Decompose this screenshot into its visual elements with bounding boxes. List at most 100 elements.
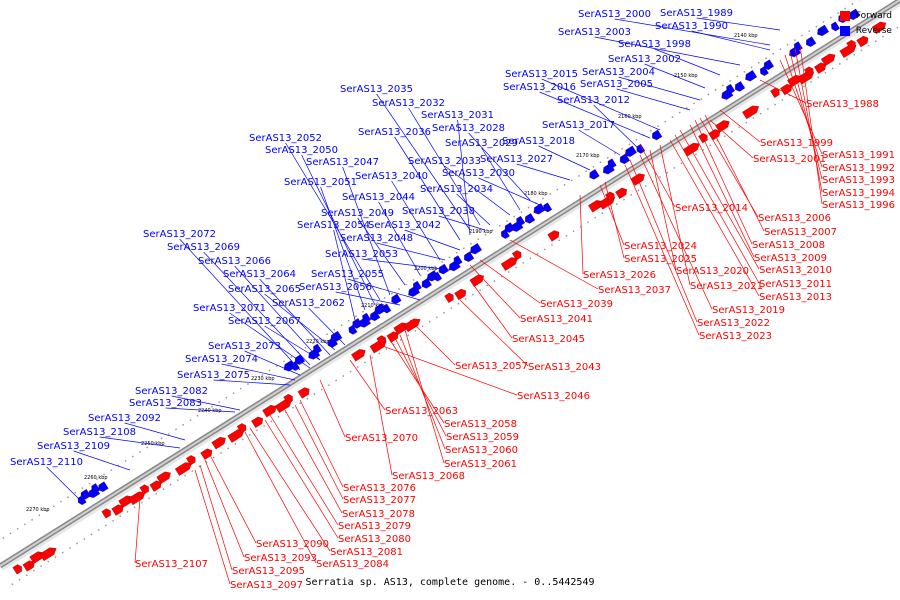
reverse-gene-label: SerAS13_2036 <box>358 127 431 138</box>
reverse-leader-line <box>516 163 571 181</box>
reverse-gene-label: SerAS13_2065 <box>228 284 301 295</box>
forward-gene-label: SerAS13_2045 <box>512 334 585 345</box>
reverse-gene-label: SerAS13_2066 <box>198 256 271 267</box>
forward-leader-line <box>639 144 676 208</box>
forward-leader-line <box>269 414 339 526</box>
forward-leader-line <box>319 379 346 438</box>
forward-leader-line <box>679 129 760 270</box>
reverse-gene <box>382 303 392 314</box>
reverse-gene-label: SerAS13_2073 <box>208 341 281 352</box>
tick-label: 2170 kbp <box>576 153 600 159</box>
reverse-gene <box>362 312 372 323</box>
forward-gene <box>846 39 856 51</box>
forward-leader-line <box>369 354 393 476</box>
forward-gene <box>236 423 247 434</box>
reverse-gene <box>763 59 774 70</box>
forward-leader-line <box>469 279 513 339</box>
reverse-gene-label: SerAS13_2029 <box>445 138 518 149</box>
forward-gene-label: SerAS13_1996 <box>822 200 895 211</box>
reverse-leader-line <box>616 88 691 111</box>
reverse-gene-label: SerAS13_2055 <box>311 269 384 280</box>
forward-gene <box>174 462 192 476</box>
reverse-leader-line <box>593 104 641 151</box>
forward-gene <box>698 133 708 144</box>
reverse-leader-line <box>213 379 291 386</box>
reverse-gene-label: SerAS13_2028 <box>432 123 505 134</box>
reverse-leader-line <box>73 450 131 471</box>
reverse-gene-label: SerAS13_2064 <box>223 269 296 280</box>
reverse-gene-label: SerAS13_2035 <box>340 84 413 95</box>
forward-leader-line <box>624 164 700 336</box>
reverse-leader-line <box>335 291 401 306</box>
reverse-gene <box>370 310 381 322</box>
forward-leader-line <box>264 419 339 539</box>
forward-gene <box>297 387 310 399</box>
reverse-leader-line <box>594 36 741 66</box>
genome-caption: Serratia sp. AS13, complete genome. - 0.… <box>305 577 595 588</box>
reverse-gene <box>806 36 817 47</box>
forward-leader-line <box>509 239 599 290</box>
forward-gene <box>804 66 814 77</box>
reverse-gene-label: SerAS13_2052 <box>249 133 322 144</box>
forward-gene <box>283 393 293 405</box>
forward-leader-line <box>249 427 331 552</box>
forward-gene <box>128 491 146 506</box>
reverse-gene-label: SerAS13_2071 <box>193 303 266 314</box>
forward-gene <box>605 191 615 202</box>
reverse-gene-label: SerAS13_2015 <box>505 69 578 80</box>
reverse-leader-line <box>203 251 311 366</box>
forward-gene-label: SerAS13_2025 <box>624 254 697 265</box>
forward-gene-label: SerAS13_2093 <box>244 553 317 564</box>
reverse-gene-label: SerAS13_2092 <box>88 413 161 424</box>
reverse-gene-label: SerAS13_2048 <box>340 233 413 244</box>
forward-gene <box>630 173 645 186</box>
forward-leader-line <box>719 109 761 143</box>
forward-gene <box>156 471 171 484</box>
reverse-leader-line <box>179 238 301 371</box>
reverse-leader-line <box>618 76 701 101</box>
forward-leader-line <box>784 54 823 168</box>
tick-label: 2190 kbp <box>469 229 493 235</box>
reverse-gene-label: SerAS13_2027 <box>480 154 553 165</box>
reverse-gene-label: SerAS13_2050 <box>265 145 338 156</box>
reverse-leader-line <box>124 422 186 441</box>
reverse-gene <box>726 83 736 94</box>
forward-leader-line <box>209 454 257 544</box>
forward-gene-label: SerAS13_1999 <box>760 138 833 149</box>
forward-leader-line <box>669 139 760 297</box>
forward-gene-label: SerAS13_2080 <box>338 534 411 545</box>
reverse-gene-label: SerAS13_2109 <box>37 441 110 452</box>
reverse-gene-label: SerAS13_2033 <box>408 156 481 167</box>
reverse-gene-label: SerAS13_2040 <box>355 171 428 182</box>
reverse-leader-line <box>244 350 301 376</box>
reverse-gene-label: SerAS13_2074 <box>185 354 258 365</box>
forward-gene-label: SerAS13_2078 <box>342 509 415 520</box>
forward-gene-label: SerAS13_2090 <box>256 539 329 550</box>
reverse-leader-line <box>404 229 461 251</box>
forward-leader-line <box>629 159 698 323</box>
forward-gene <box>444 292 454 303</box>
reverse-gene-label: SerAS13_2047 <box>306 157 379 168</box>
forward-gene-label: SerAS13_2011 <box>759 279 832 290</box>
forward-leader-line <box>789 51 823 180</box>
forward-gene <box>770 87 780 98</box>
forward-leader-line <box>759 79 807 104</box>
reverse-gene-label: SerAS13_2044 <box>342 192 415 203</box>
reverse-gene-label: SerAS13_2082 <box>135 386 208 397</box>
forward-gene-label: SerAS13_1992 <box>822 163 895 174</box>
reverse-gene-label: SerAS13_2031 <box>421 110 494 121</box>
reverse-gene-label: SerAS13_1990 <box>655 21 728 32</box>
reverse-leader-line <box>333 229 356 321</box>
reverse-gene-label: SerAS13_2067 <box>228 316 301 327</box>
forward-gene-label: SerAS13_2046 <box>517 391 590 402</box>
forward-leader-line <box>194 469 231 585</box>
forward-gene-label: SerAS13_2001 <box>753 154 826 165</box>
forward-gene-label: SerAS13_2039 <box>540 299 613 310</box>
forward-gene <box>22 560 35 572</box>
forward-gene <box>547 230 560 242</box>
forward-gene <box>742 105 760 120</box>
forward-leader-line <box>579 194 584 275</box>
reverse-gene <box>652 129 663 141</box>
reverse-gene <box>391 293 402 305</box>
tick-label: 2150 kbp <box>674 73 698 79</box>
